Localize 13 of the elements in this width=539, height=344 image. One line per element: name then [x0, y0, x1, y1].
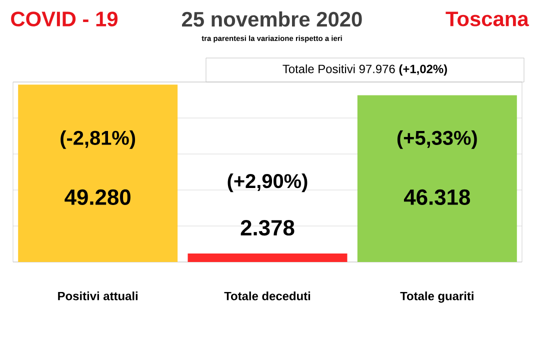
x-tick-label: Totale guariti	[400, 292, 474, 303]
text: Toscana	[446, 12, 529, 26]
text: Totale Positivi 97.976 (+1,02%)	[282, 64, 447, 76]
chart-title: 25 novembre 2020	[182, 11, 362, 27]
data-label: 2.378	[240, 220, 294, 236]
text: COVID - 19	[11, 12, 118, 26]
annotation: (+5,33%)	[397, 130, 477, 149]
data-label: 49.280	[64, 189, 130, 205]
x-tick-label: Positivi attuali	[58, 292, 138, 300]
x-tick-label: Totale deceduti	[224, 292, 310, 300]
data-label: 46.318	[404, 189, 470, 205]
annotation: (-2,81%)	[60, 130, 136, 149]
annotation: (+2,90%)	[228, 174, 308, 192]
